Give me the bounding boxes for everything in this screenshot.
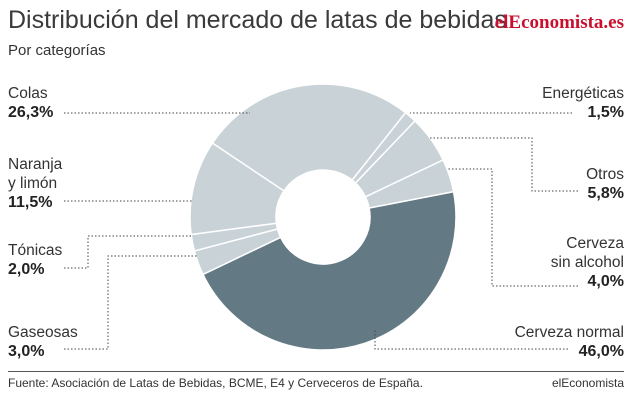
label-energeticas-value: 1,5% xyxy=(587,104,624,121)
label-naranja: Naranja y limón 11,5% xyxy=(8,155,62,212)
label-cerveza-normal-name: Cerveza normal xyxy=(514,324,624,341)
source-note: Fuente: Asociación de Latas de Bebidas, … xyxy=(8,376,423,390)
label-sin-alcohol-name-2: sin alcohol xyxy=(550,254,624,271)
label-cerveza-normal: Cerveza normal 46,0% xyxy=(515,323,624,361)
slice-cerveza-normal xyxy=(202,190,457,351)
leader-tonicas xyxy=(64,235,193,269)
label-cerveza-normal-value: 46,0% xyxy=(578,343,624,360)
label-sin-alcohol: Cerveza sin alcohol 4,0% xyxy=(551,234,624,291)
label-tonicas: Tónicas 2,0% xyxy=(8,241,62,279)
label-naranja-name-2: y limón xyxy=(8,175,58,192)
label-gaseosas: Gaseosas 3,0% xyxy=(8,323,78,361)
slice-cerveza-sin-alcohol xyxy=(364,158,455,209)
footer-credit: elEconomista xyxy=(551,376,624,390)
label-sin-alcohol-value: 4,0% xyxy=(587,273,624,290)
label-colas-value: 26,3% xyxy=(8,104,54,121)
label-tonicas-value: 2,0% xyxy=(8,261,45,278)
chart-subtitle: Por categorías xyxy=(8,42,106,59)
slice-colas xyxy=(211,83,407,192)
leader-sin-alcohol xyxy=(448,168,578,287)
brand-logo: elEconomista.es xyxy=(494,12,624,33)
label-gaseosas-value: 3,0% xyxy=(8,343,45,360)
label-sin-alcohol-name-1: Cerveza xyxy=(566,235,624,252)
leader-gaseosas xyxy=(64,255,198,350)
label-naranja-name-1: Naranja xyxy=(8,156,63,173)
label-otros-name: Otros xyxy=(586,166,624,183)
footer-divider xyxy=(8,371,624,372)
label-otros: Otros 5,8% xyxy=(586,165,624,203)
label-tonicas-name: Tónicas xyxy=(8,242,63,259)
label-colas-name: Colas xyxy=(8,85,48,102)
label-naranja-value: 11,5% xyxy=(8,194,53,211)
label-energeticas: Energéticas 1,5% xyxy=(542,84,624,122)
label-gaseosas-name: Gaseosas xyxy=(8,324,78,341)
label-otros-value: 5,8% xyxy=(587,185,624,202)
chart-title: Distribución del mercado de latas de beb… xyxy=(8,6,507,34)
label-colas: Colas 26,3% xyxy=(8,84,53,122)
label-energeticas-name: Energéticas xyxy=(542,85,624,102)
leader-cerveza-normal xyxy=(374,330,568,350)
